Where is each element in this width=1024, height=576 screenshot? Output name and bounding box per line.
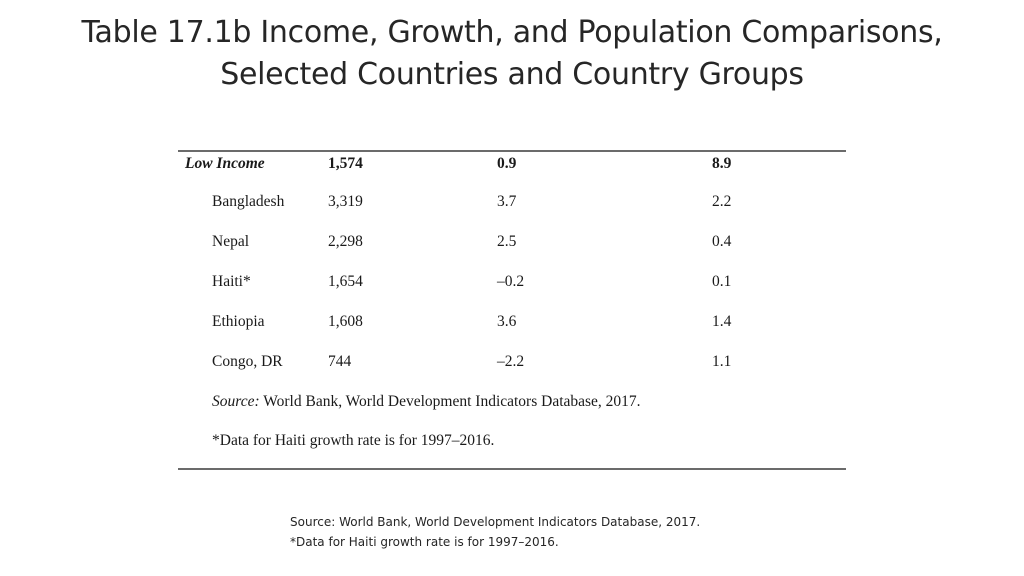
table-top-rule <box>178 150 846 152</box>
population-cell: 0.4 <box>712 233 732 250</box>
growth-cell: 3.6 <box>497 313 517 330</box>
growth-cell: –2.2 <box>497 353 525 370</box>
population-cell: 1.4 <box>712 313 732 330</box>
slide-title-line-2: Selected Countries and Country Groups <box>220 57 804 92</box>
table-row: Congo, DR 744 –2.2 1.1 <box>178 350 846 374</box>
growth-cell: –0.2 <box>497 273 525 290</box>
country-name-cell: Nepal <box>212 233 250 250</box>
population-cell: 1.1 <box>712 353 732 370</box>
table-source-note: Source: World Bank, World Development In… <box>212 390 641 414</box>
table-footnote: *Data for Haiti growth rate is for 1997–… <box>212 432 495 449</box>
population-cell: 2.2 <box>712 193 732 210</box>
slide-title: Table 17.1b Income, Growth, and Populati… <box>0 12 1024 96</box>
source-text: World Bank, World Development Indicators… <box>263 393 641 410</box>
income-cell: 1,654 <box>328 273 363 290</box>
data-table: Low Income 1,574 0.9 8.9 Bangladesh 3,31… <box>178 150 846 472</box>
table-row: Bangladesh 3,319 3.7 2.2 <box>178 190 846 214</box>
slide-title-line-1: Table 17.1b Income, Growth, and Populati… <box>81 15 943 50</box>
footer-source: Source: World Bank, World Development In… <box>290 515 701 529</box>
country-name-cell: Ethiopia <box>212 313 265 330</box>
table-row: Nepal 2,298 2.5 0.4 <box>178 230 846 254</box>
table-row: Ethiopia 1,608 3.6 1.4 <box>178 310 846 334</box>
country-name-cell: Bangladesh <box>212 193 285 210</box>
table-row: Haiti* 1,654 –0.2 0.1 <box>178 270 846 294</box>
growth-cell: 0.9 <box>497 155 517 172</box>
country-name-cell: Congo, DR <box>212 353 283 370</box>
group-name-cell: Low Income <box>185 155 265 172</box>
income-cell: 2,298 <box>328 233 363 250</box>
source-label: Source: <box>212 393 260 410</box>
population-cell: 0.1 <box>712 273 732 290</box>
population-cell: 8.9 <box>712 155 732 172</box>
growth-cell: 3.7 <box>497 193 517 210</box>
income-cell: 744 <box>328 353 352 370</box>
income-cell: 1,608 <box>328 313 363 330</box>
footer-notes: Source: World Bank, World Development In… <box>290 512 700 552</box>
table-bottom-rule <box>178 468 846 470</box>
growth-cell: 2.5 <box>497 233 517 250</box>
income-cell: 3,319 <box>328 193 363 210</box>
table-row-group: Low Income 1,574 0.9 8.9 <box>178 152 846 176</box>
income-cell: 1,574 <box>328 155 363 172</box>
country-name-cell: Haiti* <box>212 273 251 290</box>
footer-footnote: *Data for Haiti growth rate is for 1997–… <box>290 535 559 549</box>
